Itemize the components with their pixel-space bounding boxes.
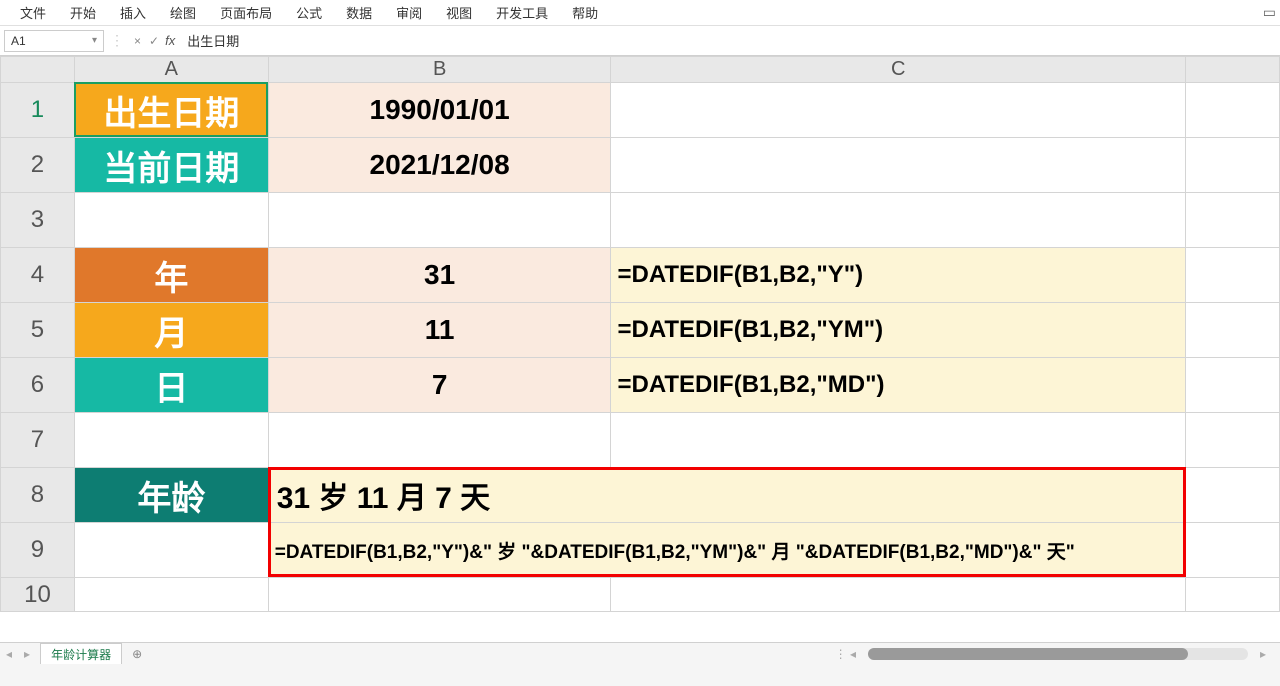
cell-C6[interactable]: =DATEDIF(B1,B2,"MD") (611, 358, 1186, 413)
name-box[interactable]: A1 ▾ (4, 30, 104, 52)
cell-D7[interactable] (1186, 413, 1280, 468)
cell-A4[interactable]: 年 (74, 248, 268, 303)
menu-bar: 文件 开始 插入 绘图 页面布局 公式 数据 审阅 视图 开发工具 帮助 ▭ (0, 0, 1280, 26)
formula-input[interactable] (181, 30, 1280, 51)
cell-D2[interactable] (1186, 138, 1280, 193)
menu-file[interactable]: 文件 (8, 0, 58, 25)
cell-A8[interactable]: 年龄 (74, 468, 268, 523)
cell-C4[interactable]: =DATEDIF(B1,B2,"Y") (611, 248, 1186, 303)
menu-devtools[interactable]: 开发工具 (484, 0, 560, 25)
cell-C5[interactable]: =DATEDIF(B1,B2,"YM") (611, 303, 1186, 358)
menu-data[interactable]: 数据 (334, 0, 384, 25)
cell-A6[interactable]: 日 (74, 358, 268, 413)
cell-D9[interactable] (1186, 523, 1280, 578)
fx-label[interactable]: fx (165, 33, 175, 48)
cell-B4[interactable]: 31 (268, 248, 611, 303)
add-sheet-icon[interactable]: ⊕ (132, 647, 142, 661)
cell-B8[interactable]: 31 岁 11 月 7 天 (268, 468, 1185, 523)
separator: ⋮ (110, 32, 124, 49)
menu-items: 文件 开始 插入 绘图 页面布局 公式 数据 审阅 视图 开发工具 帮助 (8, 0, 610, 25)
cell-B1[interactable]: 1990/01/01 (268, 83, 611, 138)
cell-D1[interactable] (1186, 83, 1280, 138)
cell-A10[interactable] (74, 578, 268, 612)
menu-help[interactable]: 帮助 (560, 0, 610, 25)
row-header-3[interactable]: 3 (1, 193, 75, 248)
cell-B10[interactable] (268, 578, 611, 612)
tab-nav-next-icon[interactable]: ▸ (18, 647, 36, 661)
cell-B2[interactable]: 2021/12/08 (268, 138, 611, 193)
row-header-6[interactable]: 6 (1, 358, 75, 413)
confirm-formula-icon[interactable]: ✓ (149, 34, 159, 48)
select-all-corner[interactable] (1, 57, 75, 83)
cell-D10[interactable] (1186, 578, 1280, 612)
row-header-1[interactable]: 1 (1, 83, 75, 138)
spreadsheet-grid[interactable]: A B C 1 出生日期 1990/01/01 2 当前日期 2021/12/0… (0, 56, 1280, 664)
cell-A2[interactable]: 当前日期 (74, 138, 268, 193)
row-header-8[interactable]: 8 (1, 468, 75, 523)
cell-D5[interactable] (1186, 303, 1280, 358)
row-header-9[interactable]: 9 (1, 523, 75, 578)
menu-insert[interactable]: 插入 (108, 0, 158, 25)
name-box-value: A1 (11, 34, 26, 48)
cancel-formula-icon[interactable]: × (134, 34, 141, 48)
chevron-down-icon[interactable]: ▾ (92, 35, 97, 46)
cell-D6[interactable] (1186, 358, 1280, 413)
menu-page-layout[interactable]: 页面布局 (208, 0, 284, 25)
cell-C10[interactable] (611, 578, 1186, 612)
row-header-4[interactable]: 4 (1, 248, 75, 303)
cell-B5[interactable]: 11 (268, 303, 611, 358)
menu-formulas[interactable]: 公式 (284, 0, 334, 25)
row-header-2[interactable]: 2 (1, 138, 75, 193)
cell-A1[interactable]: 出生日期 (74, 83, 268, 138)
cell-A7[interactable] (74, 413, 268, 468)
row-header-10[interactable]: 10 (1, 578, 75, 612)
menu-draw[interactable]: 绘图 (158, 0, 208, 25)
row-header-7[interactable]: 7 (1, 413, 75, 468)
cell-B7[interactable] (268, 413, 611, 468)
cell-B3[interactable] (268, 193, 611, 248)
col-header-A[interactable]: A (74, 57, 268, 83)
sheet-table: A B C 1 出生日期 1990/01/01 2 当前日期 2021/12/0… (0, 56, 1280, 612)
menu-view[interactable]: 视图 (434, 0, 484, 25)
formula-bar: A1 ▾ ⋮ × ✓ fx (0, 26, 1280, 56)
sheet-tab-active[interactable]: 年龄计算器 (40, 643, 122, 665)
cell-C2[interactable] (611, 138, 1186, 193)
tab-nav-prev-icon[interactable]: ◂ (0, 647, 18, 661)
cell-C7[interactable] (611, 413, 1186, 468)
scrollbar-thumb[interactable] (868, 648, 1188, 660)
collapse-ribbon-icon[interactable]: ▭ (1263, 4, 1280, 21)
menu-home[interactable]: 开始 (58, 0, 108, 25)
cell-A5[interactable]: 月 (74, 303, 268, 358)
cell-D3[interactable] (1186, 193, 1280, 248)
cell-A3[interactable] (74, 193, 268, 248)
row-header-5[interactable]: 5 (1, 303, 75, 358)
col-header-D[interactable] (1186, 57, 1280, 83)
horizontal-scrollbar[interactable] (868, 648, 1248, 660)
cell-B9[interactable]: =DATEDIF(B1,B2,"Y")&" 岁 "&DATEDIF(B1,B2,… (268, 523, 1185, 578)
cell-C1[interactable] (611, 83, 1186, 138)
menu-review[interactable]: 审阅 (384, 0, 434, 25)
sheet-tab-bar: ◂ ▸ 年龄计算器 ⊕ ⋮ ◂ ▸ (0, 642, 1280, 664)
hscroll-right-icon[interactable]: ▸ (1254, 647, 1272, 661)
cell-B6[interactable]: 7 (268, 358, 611, 413)
cell-A9[interactable] (74, 523, 268, 578)
cell-C3[interactable] (611, 193, 1186, 248)
col-header-C[interactable]: C (611, 57, 1186, 83)
cell-D8[interactable] (1186, 468, 1280, 523)
col-header-B[interactable]: B (268, 57, 611, 83)
cell-D4[interactable] (1186, 248, 1280, 303)
hscroll-left-icon[interactable]: ⋮ ◂ (829, 647, 862, 661)
